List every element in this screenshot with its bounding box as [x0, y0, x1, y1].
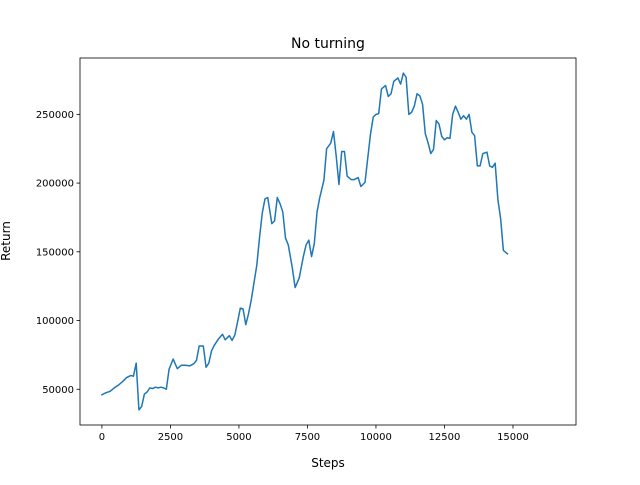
x-tick-label: 7500 — [295, 432, 320, 443]
y-tick-label: 150000 — [36, 247, 74, 258]
x-tick-label: 10000 — [360, 432, 392, 443]
x-axis-ticks: 0 2500 5000 7500 10000 12500 15000 — [99, 425, 529, 443]
y-axis-ticks: 50000 100000 150000 200000 250000 — [36, 110, 80, 396]
y-axis-label: Return — [0, 221, 13, 261]
x-tick-label: 12500 — [429, 432, 461, 443]
x-tick-label: 15000 — [497, 432, 529, 443]
y-tick-label: 200000 — [36, 179, 74, 190]
series-layer — [100, 72, 509, 411]
x-tick-label: 2500 — [158, 432, 183, 443]
x-tick-label: 0 — [99, 432, 105, 443]
y-tick-label: 50000 — [42, 385, 74, 396]
chart-title: No turning — [291, 36, 365, 52]
x-tick-label: 5000 — [226, 432, 251, 443]
y-tick-label: 250000 — [36, 110, 74, 121]
y-tick-label: 100000 — [36, 316, 74, 327]
series-line-0 — [100, 72, 509, 411]
axes-frame — [79, 57, 577, 426]
x-axis-label: Steps — [311, 456, 345, 470]
